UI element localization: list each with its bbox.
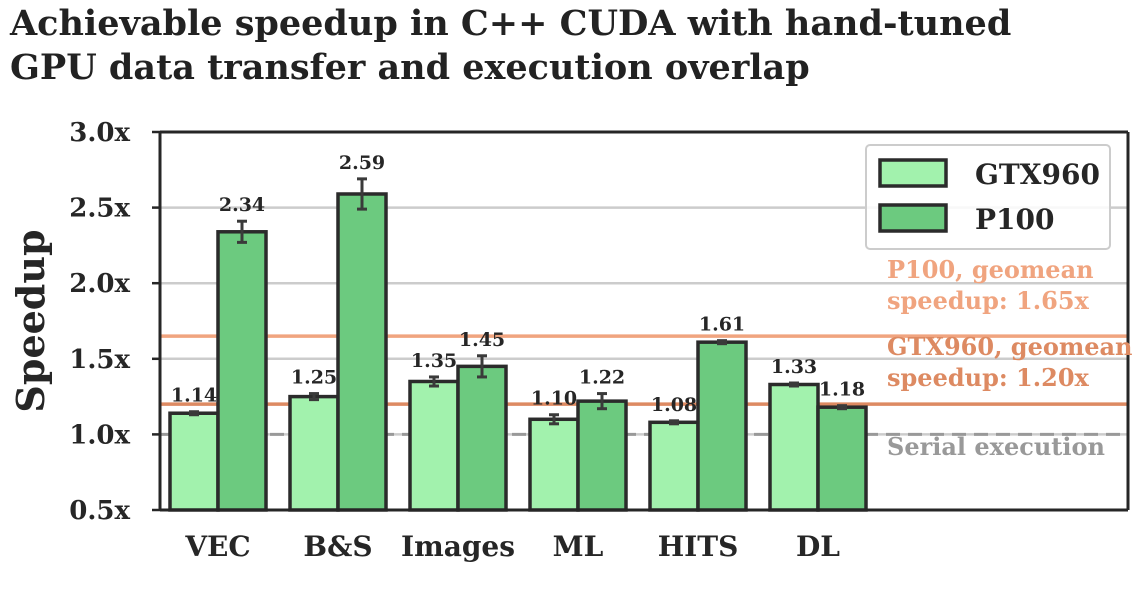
bar-gtx960 xyxy=(528,417,580,512)
y-tick-label: 2.0x xyxy=(69,269,130,299)
y-tick-label: 2.5x xyxy=(69,194,130,224)
legend-swatch-gtx960 xyxy=(878,158,948,188)
value-label: 1.08 xyxy=(651,394,697,416)
bar-gtx960 xyxy=(768,382,820,512)
reference-line-label: speedup: 1.65x xyxy=(887,286,1090,315)
bar-gtx960 xyxy=(168,411,220,512)
bar-p100 xyxy=(696,340,748,512)
y-tick-label: 0.5x xyxy=(69,496,130,526)
bar-p100 xyxy=(816,405,868,512)
value-label: 1.35 xyxy=(411,350,457,372)
bar-gtx960 xyxy=(648,420,700,512)
legend-label: P100 xyxy=(975,203,1055,236)
x-tick-label: HITS xyxy=(658,530,739,563)
y-tick-label: 1.5x xyxy=(69,345,130,375)
chart-title: Achievable speedup in C++ CUDA with hand… xyxy=(10,2,1130,90)
legend-swatch-p100 xyxy=(878,203,948,233)
reference-line-label: GTX960, geomean xyxy=(887,332,1133,361)
axes xyxy=(152,130,1130,512)
reference-line-label: Serial execution xyxy=(887,432,1105,461)
value-label: 1.25 xyxy=(291,367,337,389)
x-tick-labels: VEC B&S Images ML HITS DL xyxy=(184,530,840,563)
value-label: 1.10 xyxy=(531,388,577,410)
value-label: 1.22 xyxy=(579,367,625,389)
y-tick-label: 1.0x xyxy=(69,420,130,450)
legend: GTX960 P100 xyxy=(865,144,1111,250)
reference-line-label: speedup: 1.20x xyxy=(887,363,1090,392)
value-label: 2.34 xyxy=(219,194,265,216)
bar-p100 xyxy=(576,399,628,512)
y-tick-labels: 0.5x 1.0x 1.5x 2.0x 2.5x 3.0x xyxy=(69,118,130,526)
value-label: 1.33 xyxy=(771,356,817,378)
bar-p100 xyxy=(336,192,388,512)
chart-title-line-2: GPU data transfer and execution overlap xyxy=(10,47,810,88)
value-label: 1.18 xyxy=(819,379,865,401)
value-label: 2.59 xyxy=(339,152,385,174)
bar-gtx960 xyxy=(288,394,340,512)
error-bars xyxy=(189,177,847,426)
bar-p100 xyxy=(456,364,508,512)
x-tick-label: VEC xyxy=(184,530,250,563)
x-tick-label: DL xyxy=(796,530,840,563)
reference-line-label: P100, geomean xyxy=(887,255,1094,284)
x-tick-label: B&S xyxy=(303,530,372,563)
y-tick-label: 3.0x xyxy=(69,118,130,148)
value-label: 1.14 xyxy=(171,385,217,407)
legend-label: GTX960 xyxy=(975,158,1100,191)
bars xyxy=(168,192,868,512)
value-label: 1.45 xyxy=(459,329,505,351)
bar-gtx960 xyxy=(408,379,460,512)
value-label: 1.61 xyxy=(699,314,745,336)
bar-p100 xyxy=(216,230,268,512)
chart-title-line-1: Achievable speedup in C++ CUDA with hand… xyxy=(10,3,1012,44)
x-tick-label: Images xyxy=(401,530,515,563)
x-tick-label: ML xyxy=(553,530,604,563)
y-axis-label: Speedup xyxy=(8,229,53,412)
value-labels: 1.14 2.34 1.25 2.59 1.351.45 1.101.22 1.08 1.61… xyxy=(171,152,865,416)
